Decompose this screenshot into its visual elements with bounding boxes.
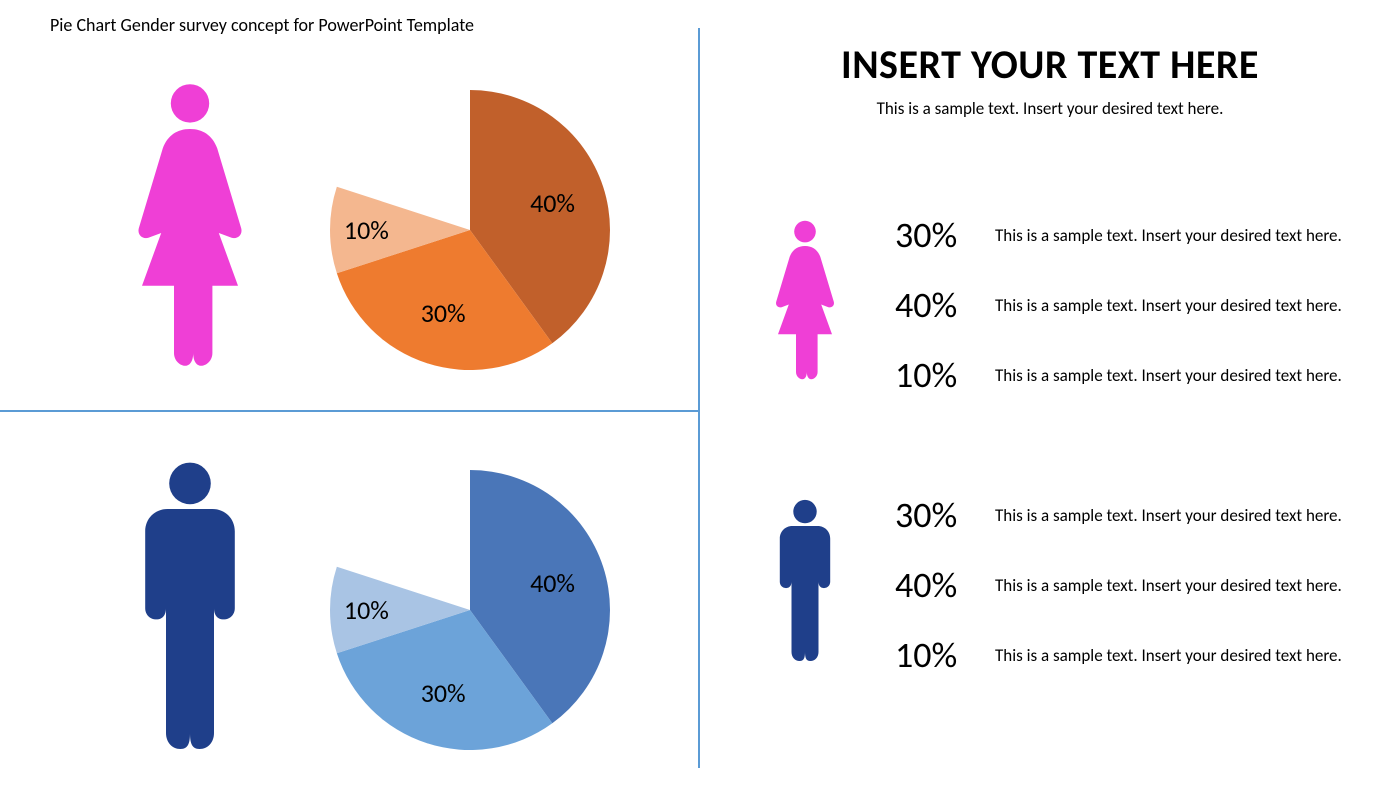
male-icon: [110, 460, 270, 750]
page-title: Pie Chart Gender survey concept for Powe…: [50, 14, 474, 36]
horizontal-divider: [0, 410, 698, 412]
panel-male: 40% 30% 10%: [0, 420, 698, 790]
stat-percent: 40%: [895, 563, 995, 607]
female-icon: [110, 80, 270, 370]
pie-slice-label: 10%: [344, 214, 389, 246]
stat-percent: 40%: [895, 283, 995, 327]
pie-slice-label: 40%: [530, 567, 575, 599]
stat-percent: 10%: [895, 633, 995, 677]
stat-row: 30%This is a sample text. Insert your de…: [895, 480, 1375, 550]
stat-text: This is a sample text. Insert your desir…: [995, 505, 1342, 526]
stat-row: 40%This is a sample text. Insert your de…: [895, 270, 1375, 340]
pie-slice-label: 30%: [421, 297, 466, 329]
stat-text: This is a sample text. Insert your desir…: [995, 575, 1342, 596]
stat-row: 30%This is a sample text. Insert your de…: [895, 200, 1375, 270]
pie-slice-label: 30%: [421, 677, 466, 709]
stat-row: 40%This is a sample text. Insert your de…: [895, 550, 1375, 620]
stat-text: This is a sample text. Insert your desir…: [995, 225, 1342, 246]
stat-text: This is a sample text. Insert your desir…: [995, 295, 1342, 316]
stat-percent: 30%: [895, 493, 995, 537]
pie-slice-label: 10%: [344, 594, 389, 626]
stat-percent: 30%: [895, 213, 995, 257]
stat-row: 10%This is a sample text. Insert your de…: [895, 340, 1375, 410]
stat-percent: 10%: [895, 353, 995, 397]
right-heading: INSERT YOUR TEXT HERE: [700, 40, 1400, 89]
female-stat-rows: 30%This is a sample text. Insert your de…: [895, 200, 1375, 410]
female-icon: [760, 210, 850, 390]
pie-slice-label: 40%: [530, 187, 575, 219]
male-stat-rows: 30%This is a sample text. Insert your de…: [895, 480, 1375, 690]
panel-female: 40% 30% 10%: [0, 40, 698, 410]
stat-text: This is a sample text. Insert your desir…: [995, 645, 1342, 666]
stat-text: This is a sample text. Insert your desir…: [995, 365, 1342, 386]
stat-row: 10%This is a sample text. Insert your de…: [895, 620, 1375, 690]
female-pie-chart: 40% 30% 10%: [330, 90, 610, 370]
male-pie-chart: 40% 30% 10%: [330, 470, 610, 750]
right-subheading: This is a sample text. Insert your desir…: [700, 98, 1400, 119]
vertical-divider: [698, 28, 700, 768]
male-icon: [760, 490, 850, 670]
